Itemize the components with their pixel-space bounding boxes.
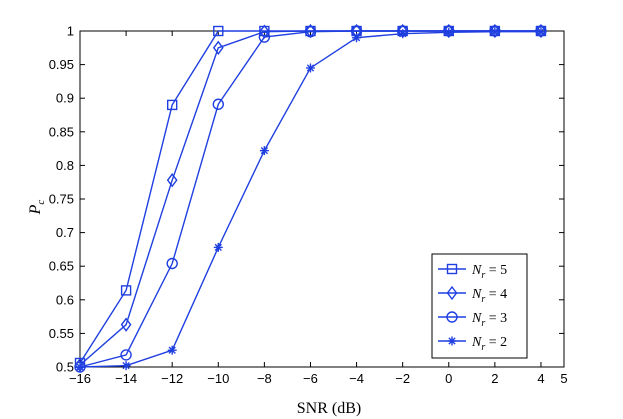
y-tick-label: 0.5 xyxy=(56,360,74,375)
x-tick-label: −12 xyxy=(161,371,183,386)
data-point-circle xyxy=(212,98,224,110)
y-axis-title: Pc xyxy=(27,200,47,216)
data-point-diamond xyxy=(212,40,224,55)
x-axis-ticks: −16 −14 −12 −10 −8 −6 −4 −2 0 2 4 5 xyxy=(69,31,568,386)
y-tick-label: 0.85 xyxy=(49,124,74,139)
legend-item: Nr = 3 xyxy=(438,311,507,329)
y-tick-label: 0.7 xyxy=(56,225,74,240)
data-point-diamond xyxy=(166,173,178,188)
series-star xyxy=(75,27,546,372)
x-tick-label: −10 xyxy=(207,371,229,386)
y-tick-label: 0.75 xyxy=(49,192,74,207)
data-point-diamond xyxy=(443,23,455,39)
x-tick-label: −6 xyxy=(303,371,318,386)
x-axis-title: SNR (dB) xyxy=(297,400,361,417)
legend-label: Nr = 2 xyxy=(471,335,507,353)
series-layer xyxy=(74,23,547,373)
y-tick-label: 1 xyxy=(67,24,74,39)
data-point-star xyxy=(121,361,131,371)
y-tick-label: 0.65 xyxy=(49,259,74,274)
circle-marker xyxy=(446,311,458,323)
x-tick-label: 0 xyxy=(445,371,452,386)
legend-item: Nr = 2 xyxy=(438,335,507,353)
data-point-star xyxy=(536,27,546,37)
legend-label: Nr = 4 xyxy=(471,287,507,305)
legend-item: Nr = 4 xyxy=(438,285,507,305)
data-point-circle xyxy=(258,31,271,43)
legend-label: Nr = 5 xyxy=(471,263,507,281)
data-point-circle xyxy=(120,349,132,361)
y-axis-ticks: 0.5 0.55 0.6 0.65 0.7 0.75 0.8 0.85 0.9 0.95 1 xyxy=(49,24,564,375)
star-marker xyxy=(447,336,457,346)
data-point-star xyxy=(398,29,408,39)
legend-label: Nr = 3 xyxy=(471,311,507,329)
data-point-star xyxy=(259,146,269,156)
data-point-star xyxy=(305,63,315,73)
x-tick-label: −8 xyxy=(257,371,272,386)
series-line xyxy=(79,30,541,368)
y-tick-label: 0.8 xyxy=(56,158,74,173)
legend-item: Nr = 5 xyxy=(438,263,507,281)
x-tick-label: 5 xyxy=(560,371,567,386)
data-point-circle xyxy=(304,25,317,38)
legend: Nr = 5 Nr = 4 Nr = 3 Nr = 2 xyxy=(431,253,528,359)
x-tick-label: 4 xyxy=(537,371,544,386)
data-point-square xyxy=(120,285,132,296)
data-point-star xyxy=(213,242,223,252)
data-point-star xyxy=(490,27,500,37)
x-tick-label: 2 xyxy=(491,371,498,386)
data-point-diamond xyxy=(120,317,132,332)
data-point-circle xyxy=(166,257,178,270)
square-marker xyxy=(446,263,458,275)
y-tick-label: 0.6 xyxy=(56,292,74,307)
data-point-star xyxy=(167,345,177,355)
data-point-square xyxy=(166,99,178,111)
data-point-square xyxy=(213,25,224,37)
data-point-star xyxy=(444,27,454,37)
data-point-star xyxy=(352,33,362,43)
x-tick-label: −4 xyxy=(349,371,364,386)
y-tick-label: 0.95 xyxy=(49,57,74,72)
x-tick-label: −2 xyxy=(395,371,410,386)
data-point-star xyxy=(75,362,85,372)
x-tick-label: −14 xyxy=(115,371,137,386)
diamond-marker xyxy=(446,285,458,301)
y-tick-label: 0.9 xyxy=(56,91,74,106)
y-tick-label: 0.55 xyxy=(49,326,74,341)
x-tick-label: −16 xyxy=(69,371,91,386)
svg-text:Pc: Pc xyxy=(27,200,47,216)
